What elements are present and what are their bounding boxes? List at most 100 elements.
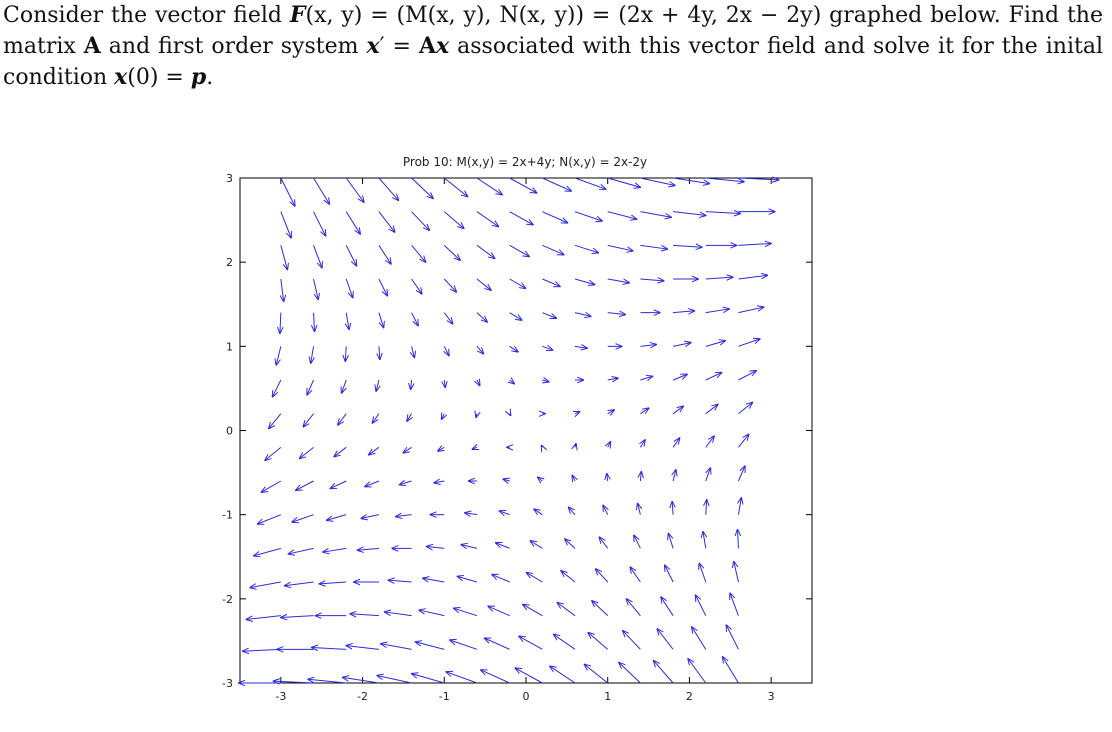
field-arrow: [509, 244, 530, 256]
field-arrow: [575, 444, 576, 448]
field-arrow: [342, 379, 347, 393]
y-tick-label: -1: [222, 509, 233, 522]
quiver-plot: Prob 10: M(x,y) = 2x+4y; N(x,y) = 2x-2y …: [195, 145, 835, 705]
field-arrow: [607, 313, 626, 315]
field-arrow: [378, 211, 395, 233]
field-arrow: [509, 177, 537, 193]
field-arrow: [705, 468, 711, 482]
field-arrow: [640, 376, 652, 380]
field-arrow: [542, 244, 563, 254]
field-arrow: [481, 670, 510, 684]
field-arrow: [313, 245, 322, 267]
field-arrow: [673, 245, 702, 247]
problem-text-3: and first order system: [100, 34, 367, 59]
field-arrow: [705, 341, 726, 347]
field-arrow: [673, 311, 694, 313]
field-arrow: [343, 677, 379, 684]
field-arrow: [574, 211, 602, 221]
field-arrow: [653, 661, 674, 684]
field-arrow: [346, 312, 349, 330]
field-arrow: [369, 446, 380, 454]
field-arrow: [285, 581, 314, 586]
field-arrow: [734, 561, 739, 583]
field-arrow: [603, 505, 608, 515]
field-arrow: [534, 509, 543, 515]
field-arrow: [411, 278, 422, 294]
field-arrow: [472, 447, 477, 449]
field-arrow: [574, 346, 587, 348]
problem-text-6: (0) =: [127, 65, 191, 90]
field-arrow: [407, 413, 412, 421]
field-arrow: [672, 343, 691, 347]
field-arrow: [288, 547, 314, 554]
field-arrow: [303, 413, 314, 427]
field-arrow: [607, 177, 641, 187]
field-arrow: [509, 312, 522, 320]
field-arrow: [476, 278, 491, 290]
field-arrow: [378, 245, 391, 264]
vector-x-symbol-3: x: [114, 64, 128, 90]
field-arrow: [526, 573, 543, 583]
field-arrow: [738, 371, 756, 381]
field-arrow: [412, 346, 415, 357]
field-arrow: [338, 413, 347, 425]
field-arrow: [379, 346, 380, 359]
field-arrow: [457, 576, 478, 583]
field-arrow: [726, 625, 739, 650]
field-arrow: [476, 177, 502, 195]
field-arrow: [499, 511, 510, 515]
x-tick-label: 1: [604, 690, 611, 703]
field-arrow: [300, 446, 314, 458]
vector-x-symbol: x: [366, 33, 380, 59]
field-arrow: [661, 597, 674, 616]
field-arrow: [705, 309, 729, 314]
field-arrow: [542, 312, 556, 319]
field-arrow: [465, 513, 478, 515]
field-arrow: [574, 313, 591, 317]
field-arrow: [738, 498, 741, 515]
vector-p-symbol: p: [190, 64, 207, 90]
field-arrow: [626, 599, 641, 616]
field-arrow: [345, 245, 356, 266]
vector-x-symbol-2: x: [436, 33, 450, 59]
field-arrow: [509, 211, 533, 225]
field-arrow: [705, 373, 722, 381]
field-arrow: [519, 636, 543, 650]
field-arrow: [443, 211, 464, 229]
field-arrow: [665, 565, 674, 583]
field-arrow: [738, 530, 739, 549]
field-arrow: [640, 472, 641, 482]
field-arrow: [488, 606, 510, 617]
field-arrow: [357, 548, 379, 550]
field-arrow: [345, 278, 353, 298]
field-arrow: [673, 470, 676, 482]
field-arrow: [281, 616, 314, 618]
field-arrow: [672, 502, 673, 515]
field-arrow: [668, 533, 674, 549]
field-arrow: [703, 532, 706, 549]
field-arrow: [705, 404, 718, 415]
field-arrow: [265, 446, 282, 460]
field-arrow: [738, 307, 763, 314]
field-arrow: [542, 346, 552, 350]
field-arrow: [477, 380, 480, 386]
problem-text-4: ′ =: [379, 34, 419, 59]
field-arrow: [396, 515, 412, 517]
problem-statement: Consider the vector field F(x, y) = (M(x…: [3, 0, 1103, 93]
field-arrow: [592, 601, 609, 617]
field-arrow: [588, 633, 609, 650]
x-tick-label: 2: [686, 690, 693, 703]
plot-frame: [239, 177, 813, 684]
field-arrow: [640, 177, 675, 185]
vector-field-symbol: F: [289, 2, 306, 28]
quiver-plot-svg: Prob 10: M(x,y) = 2x+4y; N(x,y) = 2x-2y …: [222, 155, 813, 703]
field-arrow: [541, 445, 542, 447]
field-arrow: [411, 211, 430, 231]
field-arrow: [509, 278, 526, 288]
field-arrow: [705, 277, 733, 279]
field-arrow: [412, 674, 445, 684]
field-arrow: [461, 545, 478, 549]
field-arrow: [607, 244, 633, 251]
field-arrow: [640, 211, 671, 218]
field-arrow: [345, 346, 346, 361]
